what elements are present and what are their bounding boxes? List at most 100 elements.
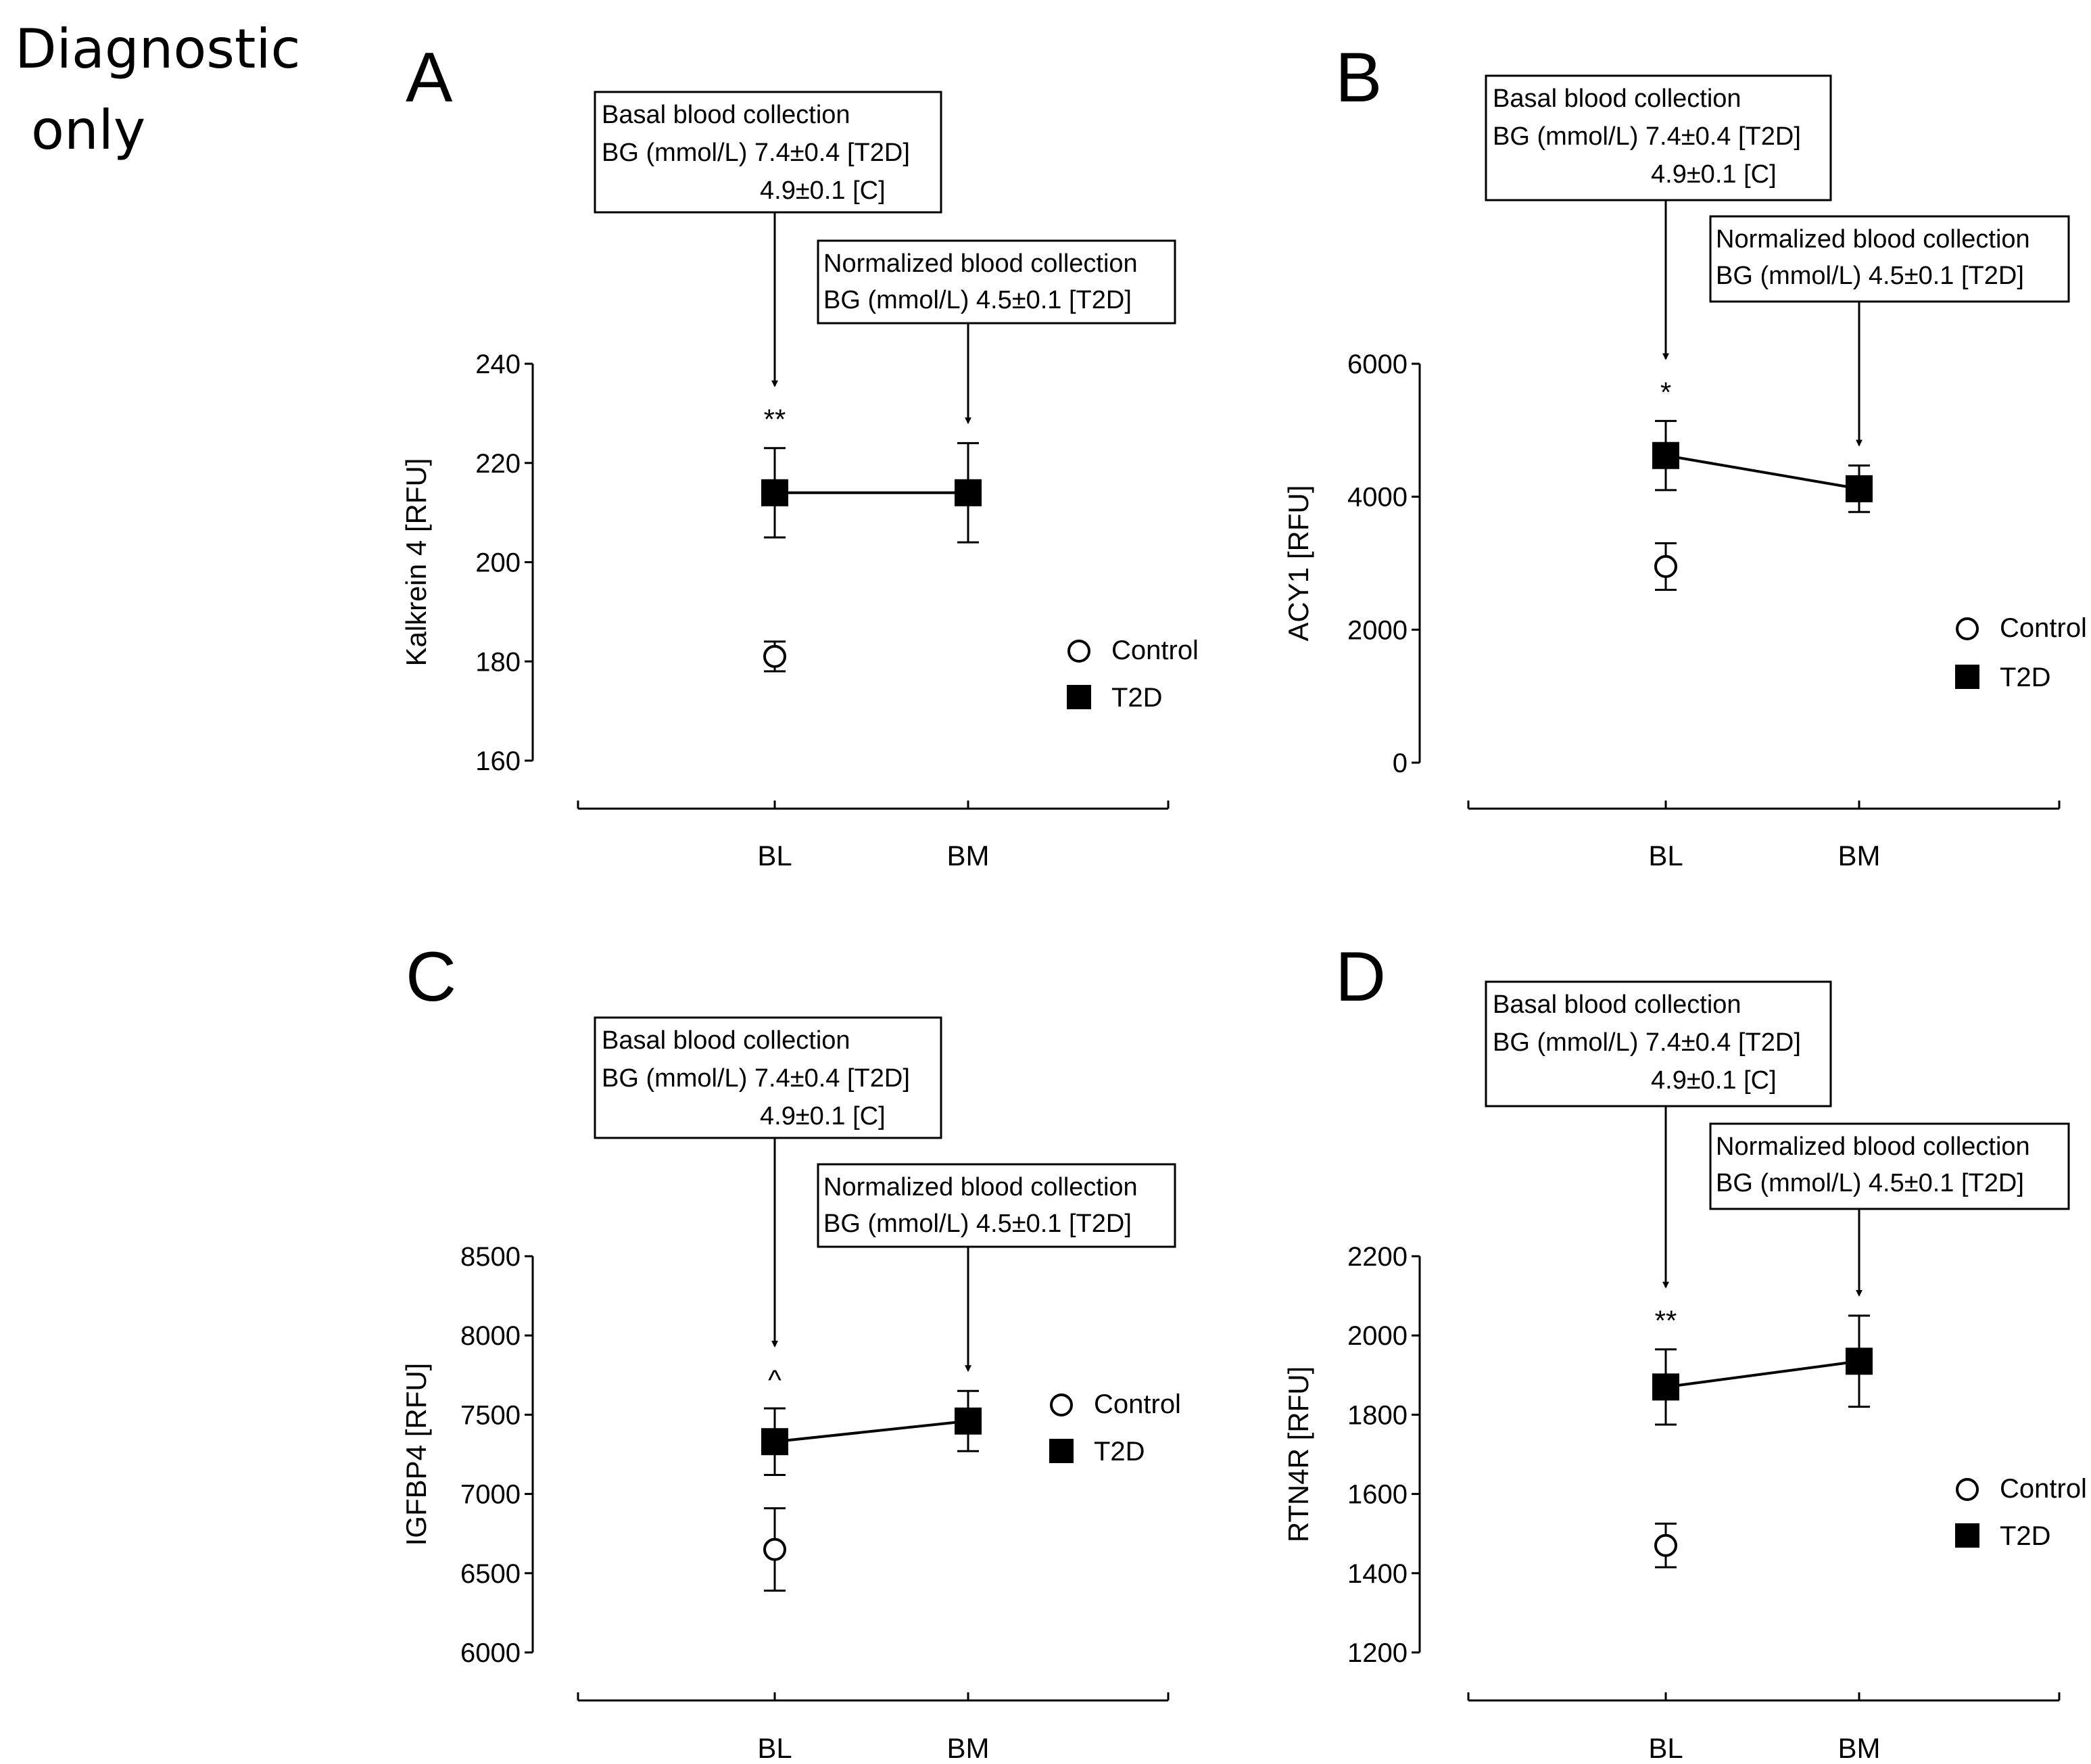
basal-annotation-line3: 4.9±0.1 [C] xyxy=(1651,1066,1777,1095)
y-tick-label: 2000 xyxy=(1347,1321,1408,1351)
legend-t2d-marker xyxy=(1955,1523,1979,1548)
legend-t2d-label: T2D xyxy=(2000,663,2051,692)
y-axis-label: RTN4R [RFU] xyxy=(1282,1366,1314,1543)
y-axis-label: Kalkrein 4 [RFU] xyxy=(400,458,432,666)
y-tick-label: 2000 xyxy=(1347,615,1408,645)
basal-annotation-line1: Basal blood collection xyxy=(1493,991,1741,1019)
legend-control-marker xyxy=(1956,617,1979,640)
normalized-annotation-line2: BG (mmol/L) 4.5±0.1 [T2D] xyxy=(1716,262,2024,290)
normalized-annotation-box xyxy=(817,1163,1176,1248)
x-tick-label: BM xyxy=(1838,1732,1881,1764)
t2d-point xyxy=(1652,1373,1679,1401)
legend-control-marker xyxy=(1050,1393,1073,1416)
legend-control-label: Control xyxy=(2000,1474,2087,1504)
y-tick-label: 7500 xyxy=(460,1400,521,1430)
y-tick-label: 0 xyxy=(1393,748,1408,778)
y-tick-label: 1400 xyxy=(1347,1559,1408,1589)
basal-annotation-line1: Basal blood collection xyxy=(602,101,850,129)
basal-annotation-line3: 4.9±0.1 [C] xyxy=(1651,160,1777,189)
y-tick-label: 4000 xyxy=(1347,483,1408,512)
y-tick-label: 6000 xyxy=(1347,350,1408,379)
legend-t2d-label: T2D xyxy=(1111,683,1163,713)
basal-annotation-line2: BG (mmol/L) 7.4±0.4 [T2D] xyxy=(602,139,910,167)
y-tick-label: 200 xyxy=(475,548,521,578)
panels: A 160 180 200 220 240 Kalkrein 4 [RFU] BL BM ** Ba… xyxy=(400,39,2087,1764)
basal-annotation-box xyxy=(594,1016,942,1139)
basal-annotation-box xyxy=(1485,74,1832,201)
y-tick-label: 180 xyxy=(475,647,521,677)
x-tick-label: BL xyxy=(1648,840,1683,872)
legend-control-marker xyxy=(1956,1478,1979,1501)
y-axis-label: IGFBP4 [RFU] xyxy=(400,1363,432,1546)
x-tick-label: BL xyxy=(757,840,792,872)
basal-annotation-line1: Basal blood collection xyxy=(602,1026,850,1055)
y-tick-label: 1600 xyxy=(1347,1480,1408,1510)
y-axis-label: ACY1 [RFU] xyxy=(1282,485,1314,641)
basal-annotation-line3: 4.9±0.1 [C] xyxy=(760,176,886,205)
control-point xyxy=(1654,554,1677,578)
control-point xyxy=(763,644,786,668)
y-tick-label: 2200 xyxy=(1347,1242,1408,1272)
normalized-annotation-box xyxy=(1709,215,2070,303)
panel-c: C 6000 6500 7000 7500 8000 8500 IGFBP4 [RFU] BL B… xyxy=(400,938,1181,1764)
series-line xyxy=(1665,1360,1860,1389)
corner-note-line1: Diagnostic xyxy=(15,18,301,80)
series-line xyxy=(1665,454,1860,490)
legend-control-label: Control xyxy=(1094,1389,1181,1419)
y-tick-label: 160 xyxy=(475,746,521,776)
normalized-annotation-box xyxy=(817,239,1176,325)
significance-mark: * xyxy=(1660,377,1671,408)
basal-annotation-box xyxy=(1485,980,1832,1107)
y-tick-label: 1200 xyxy=(1347,1638,1408,1668)
panel-b: B 0 2000 4000 6000 ACY1 [RFU] BL BM * Basal blood… xyxy=(1282,39,2087,872)
panel-d: D 1200 1400 1600 1800 2000 2200 RTN4R [RFU] BL BM… xyxy=(1282,938,2087,1764)
x-tick-label: BL xyxy=(1648,1732,1683,1764)
basal-annotation-box xyxy=(594,91,942,214)
t2d-point xyxy=(955,479,982,506)
y-tick-label: 1800 xyxy=(1347,1400,1408,1430)
t2d-point xyxy=(1652,442,1679,469)
legend-control-marker xyxy=(1067,640,1090,663)
normalized-annotation-line1: Normalized blood collection xyxy=(823,249,1138,278)
basal-annotation-line2: BG (mmol/L) 7.4±0.4 [T2D] xyxy=(1493,1028,1801,1057)
y-tick-label: 7000 xyxy=(460,1480,521,1510)
t2d-point xyxy=(1846,1348,1873,1375)
x-tick-label: BL xyxy=(757,1732,792,1764)
x-tick-label: BM xyxy=(1838,840,1881,872)
panel-a: A 160 180 200 220 240 Kalkrein 4 [RFU] BL BM ** Ba… xyxy=(400,39,1199,872)
panel-letter: A xyxy=(406,39,453,117)
y-tick-label: 240 xyxy=(475,350,521,379)
normalized-annotation-line2: BG (mmol/L) 4.5±0.1 [T2D] xyxy=(1716,1169,2024,1197)
y-tick-label: 220 xyxy=(475,449,521,479)
panel-letter: D xyxy=(1335,938,1386,1016)
basal-annotation-line3: 4.9±0.1 [C] xyxy=(760,1102,886,1130)
x-tick-label: BM xyxy=(947,1732,990,1764)
corner-note-line2: only xyxy=(31,99,145,162)
y-tick-label: 8500 xyxy=(460,1242,521,1272)
legend-control-label: Control xyxy=(2000,613,2087,643)
normalized-annotation-line2: BG (mmol/L) 4.5±0.1 [T2D] xyxy=(823,286,1132,314)
legend-control-label: Control xyxy=(1111,636,1199,665)
series-line xyxy=(774,1419,969,1444)
y-tick-label: 6000 xyxy=(460,1638,521,1668)
panel-letter: B xyxy=(1335,39,1382,117)
significance-mark: ^ xyxy=(768,1364,782,1396)
legend-t2d-marker xyxy=(1049,1439,1074,1463)
y-tick-label: 8000 xyxy=(460,1321,521,1351)
panel-letter: C xyxy=(406,938,456,1016)
x-tick-label: BM xyxy=(947,840,990,872)
normalized-annotation-line1: Normalized blood collection xyxy=(1716,1133,2030,1161)
basal-annotation-line1: Basal blood collection xyxy=(1493,85,1741,113)
control-point xyxy=(1654,1533,1677,1557)
legend-t2d-marker xyxy=(1067,685,1091,709)
basal-annotation-line2: BG (mmol/L) 7.4±0.4 [T2D] xyxy=(602,1064,910,1093)
legend-t2d-label: T2D xyxy=(2000,1521,2051,1551)
t2d-point xyxy=(761,479,788,506)
control-point xyxy=(763,1537,786,1561)
t2d-point xyxy=(761,1428,788,1456)
legend-t2d-marker xyxy=(1955,665,1979,689)
normalized-annotation-line1: Normalized blood collection xyxy=(823,1173,1138,1201)
normalized-annotation-line2: BG (mmol/L) 4.5±0.1 [T2D] xyxy=(823,1210,1132,1238)
significance-mark: ** xyxy=(1655,1305,1677,1337)
